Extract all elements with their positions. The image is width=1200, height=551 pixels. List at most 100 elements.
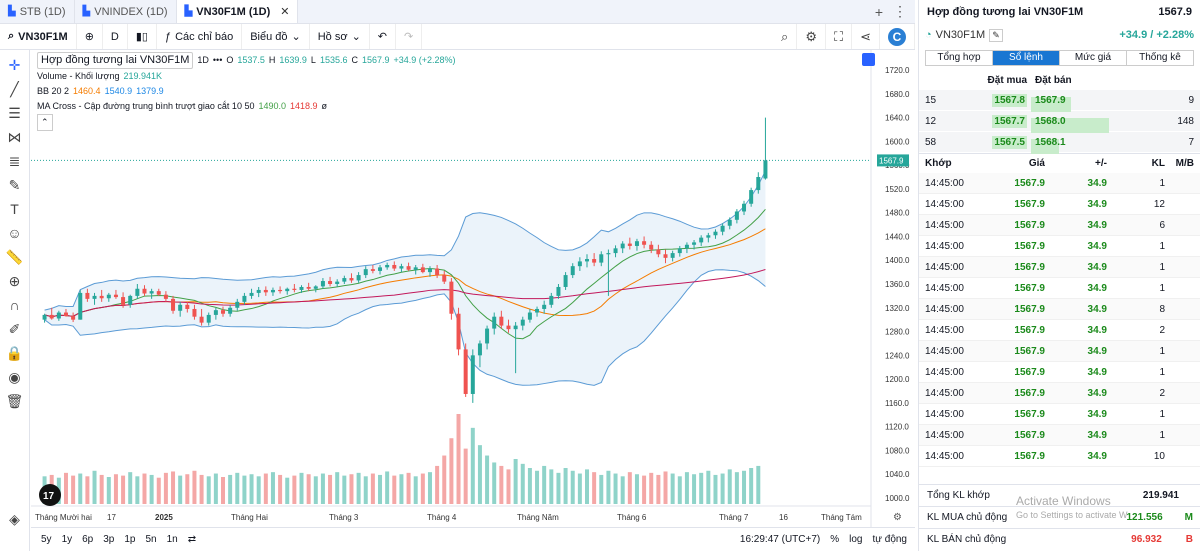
- match-row[interactable]: 14:45:00 1567.9 34.9 1: [919, 425, 1200, 446]
- clock[interactable]: 16:29:47 (UTC+7): [739, 534, 821, 545]
- volume-bar: [670, 473, 675, 504]
- ruler-icon[interactable]: 📏: [5, 248, 24, 265]
- eye-icon[interactable]: ◉: [8, 368, 21, 385]
- match-row[interactable]: 14:45:00 1567.9 34.9 12: [919, 194, 1200, 215]
- fullscreen-button[interactable]: ⛶: [826, 24, 853, 49]
- ask-qty: 148: [1177, 115, 1194, 127]
- candle-body: [249, 292, 254, 296]
- match-row[interactable]: 14:45:00 1567.9 34.9 1: [919, 236, 1200, 257]
- emoji-icon[interactable]: ☺: [7, 225, 22, 241]
- volume-bar: [278, 474, 283, 504]
- indicators-button[interactable]: ƒ Các chỉ báo: [157, 24, 243, 49]
- candle-body: [178, 304, 183, 311]
- range-1y[interactable]: 1y: [61, 534, 73, 545]
- matches-list[interactable]: 14:45:00 1567.9 34.9 1 14:45:00 1567.9 3…: [919, 173, 1200, 467]
- volume-bar: [292, 475, 297, 504]
- orderbook-row[interactable]: 15 1567.8 1567.9 9: [919, 90, 1200, 112]
- settings-button[interactable]: ⚙: [797, 24, 826, 49]
- range-5y[interactable]: 5y: [41, 534, 52, 545]
- magnet-icon[interactable]: ∩: [9, 297, 20, 313]
- collapse-legend-icon[interactable]: ⌃: [37, 114, 53, 131]
- candle-body: [663, 254, 668, 258]
- log-toggle[interactable]: log: [849, 534, 863, 545]
- range-1m[interactable]: 1p: [124, 534, 136, 545]
- volume-bar: [463, 448, 468, 504]
- match-row[interactable]: 14:45:00 1567.9 34.9 1: [919, 362, 1200, 383]
- layers-icon[interactable]: ◈: [9, 510, 20, 527]
- match-row[interactable]: 14:45:00 1567.9 34.9 2: [919, 383, 1200, 404]
- match-row[interactable]: 14:45:00 1567.9 34.9 1: [919, 404, 1200, 425]
- redo-button[interactable]: ↷: [396, 24, 423, 49]
- tab-summary[interactable]: Tổng hợp: [926, 51, 993, 65]
- interval-button[interactable]: D: [103, 24, 128, 49]
- volume-bar: [335, 472, 340, 504]
- date-range-icon[interactable]: ⇄: [187, 534, 197, 545]
- quick-search-button[interactable]: ⌕: [773, 24, 798, 49]
- tab-stb[interactable]: ▙ STB (1D): [0, 0, 75, 23]
- range-5d[interactable]: 5n: [145, 534, 157, 545]
- candle-type-button[interactable]: ▮▯: [128, 24, 157, 49]
- legend-more-icon[interactable]: •••: [212, 55, 223, 65]
- crosshair-icon[interactable]: ✛: [8, 56, 21, 73]
- compare-button[interactable]: ⊕: [77, 24, 103, 49]
- candle-body: [677, 248, 682, 254]
- price-chart[interactable]: 1720.01680.01640.01600.01560.01520.01480…: [31, 50, 915, 527]
- symbol-search-button[interactable]: ⌕ VN30F1M: [0, 24, 77, 49]
- match-row[interactable]: 14:45:00 1567.9 34.9 8: [919, 299, 1200, 320]
- brush-icon[interactable]: ✎: [8, 176, 21, 193]
- tab-vn30f1m[interactable]: ▙ VN30F1M (1D) ✕: [176, 0, 299, 23]
- trend-line-icon[interactable]: ╱: [10, 80, 19, 97]
- orderbook-row[interactable]: 12 1567.7 1568.0 148: [919, 111, 1200, 133]
- candle-body: [449, 281, 454, 314]
- ma-hidden-icon[interactable]: ø: [321, 101, 328, 111]
- orderbook-row[interactable]: 58 1567.5 1568.1 7: [919, 132, 1200, 154]
- time-tick: Tháng 6: [617, 513, 647, 522]
- volume-bar: [477, 445, 482, 504]
- trash-icon[interactable]: 🗑: [5, 392, 24, 409]
- share-button[interactable]: ⋖: [852, 24, 880, 49]
- horizontal-lines-icon[interactable]: ☰: [8, 104, 21, 121]
- brand-button[interactable]: C: [880, 24, 915, 49]
- volume-bar: [92, 470, 97, 504]
- zoom-icon[interactable]: ⊕: [8, 272, 21, 289]
- tab-orderbook[interactable]: Sổ lệnh: [993, 51, 1060, 65]
- chart-type-button[interactable]: Biểu đồ ⌄: [242, 24, 310, 49]
- match-row[interactable]: 14:45:00 1567.9 34.9 1: [919, 278, 1200, 299]
- summary-label: KL MUA chủ động: [927, 511, 1008, 523]
- match-row[interactable]: 14:45:00 1567.9 34.9 10: [919, 446, 1200, 467]
- text-icon[interactable]: T: [10, 201, 19, 217]
- range-1d[interactable]: 1n: [166, 534, 178, 545]
- chart-legend: Hợp đồng tương lai VN30F1M 1D ••• O 1537.…: [37, 52, 456, 131]
- more-icon[interactable]: ⋮: [893, 3, 907, 19]
- volume-bar: [249, 474, 254, 504]
- pitchfork-icon[interactable]: ⋈: [7, 128, 22, 145]
- range-3m[interactable]: 3p: [103, 534, 115, 545]
- close-tab-icon[interactable]: ✕: [280, 6, 290, 18]
- legend-title[interactable]: Hợp đồng tương lai VN30F1M: [37, 52, 194, 69]
- match-change: 34.9: [1087, 219, 1107, 231]
- undo-button[interactable]: ↶: [370, 24, 397, 49]
- match-row[interactable]: 14:45:00 1567.9 34.9 2: [919, 320, 1200, 341]
- match-row[interactable]: 14:45:00 1567.9 34.9 1: [919, 341, 1200, 362]
- candle-body: [749, 190, 754, 204]
- tab-vnindex[interactable]: ▙ VNINDEX (1D): [75, 0, 177, 23]
- match-row[interactable]: 14:45:00 1567.9 34.9 1: [919, 257, 1200, 278]
- percent-toggle[interactable]: %: [830, 534, 840, 545]
- edit-icon[interactable]: ✎: [989, 28, 1003, 42]
- auto-toggle[interactable]: tự động: [872, 534, 908, 545]
- candle-body: [720, 225, 725, 232]
- tab-statistics[interactable]: Thống kê: [1139, 52, 1181, 63]
- lock-icon[interactable]: 🔒: [5, 344, 24, 361]
- candle-body: [106, 294, 111, 299]
- panel-symbol[interactable]: VN30F1M: [935, 29, 986, 41]
- match-row[interactable]: 14:45:00 1567.9 34.9 1: [919, 173, 1200, 194]
- volume-bar: [470, 427, 475, 504]
- add-tab-icon[interactable]: +: [874, 3, 883, 20]
- tab-price-levels[interactable]: Mức giá: [1060, 51, 1127, 65]
- fib-icon[interactable]: ≣: [8, 152, 21, 169]
- profile-button[interactable]: Hồ sơ ⌄: [310, 24, 370, 49]
- range-6m[interactable]: 6p: [82, 534, 94, 545]
- match-row[interactable]: 14:45:00 1567.9 34.9 6: [919, 215, 1200, 236]
- volume-bar: [442, 455, 447, 504]
- lock-drawing-icon[interactable]: ✐: [8, 320, 21, 337]
